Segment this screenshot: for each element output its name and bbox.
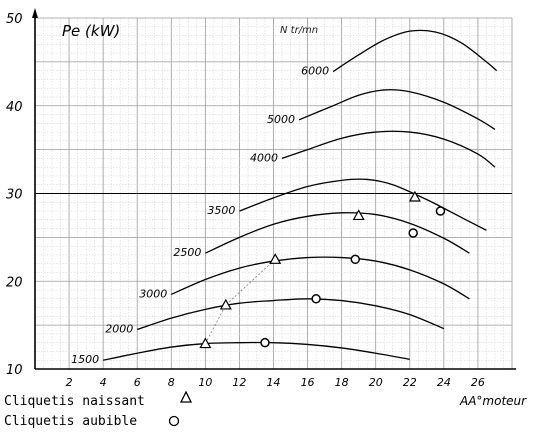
series-label-3500: 3500 [207,204,235,217]
series-line-2000 [137,298,445,331]
series-label-2500: 2500 [173,246,201,259]
x-tick-label: 6 [134,376,141,389]
series-header-label: N tr/mn [280,25,318,36]
x-tick-label: 14 [267,376,281,389]
triangle-marker [408,190,421,202]
naissant-connector [205,259,276,344]
y-tick-label: 10 [6,363,23,378]
circle-marker [311,294,321,304]
y-axis-arrow [32,8,38,18]
series-label-6000: 6000 [301,65,329,78]
triangle-marker [219,298,232,310]
x-tick-label: 26 [471,376,485,389]
series-line-3500 [239,178,487,231]
legend-circle-marker [168,415,180,427]
chart-series [103,29,498,361]
legend-triangle-marker [179,390,193,403]
x-tick-label: 8 [168,376,175,389]
x-tick-label: 22 [403,376,417,389]
x-tick-label: 20 [369,376,383,389]
series-label-1500: 1500 [71,353,99,366]
series-line-3000 [171,256,470,300]
series-line-4000 [281,130,496,168]
triangle-marker [269,253,282,264]
circle-marker [260,337,270,348]
y-tick-label: 30 [6,188,23,203]
x-axis-label: AA°moteur [459,394,527,408]
chart-labels: 1500 2000 3000 2500 3500 4000 5000 6000 [71,65,329,367]
x-tick-label: 2 [66,376,73,389]
y-tick-label: 40 [6,100,23,115]
x-tick-label: 4 [100,376,107,389]
series-label-5000: 5000 [267,113,295,126]
series-line-5000 [298,89,496,130]
x-tick-label: 10 [198,376,212,389]
circle-marker [408,228,418,238]
x-tick-label: 24 [437,376,451,389]
legend-label-naissant: Cliquetis naissant [4,394,145,409]
triangle-marker [352,209,365,221]
triangle-marker [199,337,212,349]
x-tick-label: 12 [232,376,246,389]
legend-label-audible: Cliquetis aubible [4,414,137,429]
chart-markers [199,190,446,349]
series-label-3000: 3000 [139,287,167,300]
x-tick-label: 18 [335,376,349,389]
y-tick-label: 50 [6,12,23,27]
x-tick-label: 16 [301,376,315,389]
circle-marker [350,254,361,265]
series-line-2500 [205,212,470,254]
series-label-4000: 4000 [250,151,278,164]
legend: Cliquetis naissant Cliquetis aubible [4,390,193,429]
series-line-1500 [103,341,410,361]
y-tick-label: 20 [6,275,23,290]
y-axis-label: Pe (kW) [62,22,120,40]
series-line-6000 [332,29,498,73]
circle-marker [435,206,446,216]
series-label-2000: 2000 [105,323,133,336]
